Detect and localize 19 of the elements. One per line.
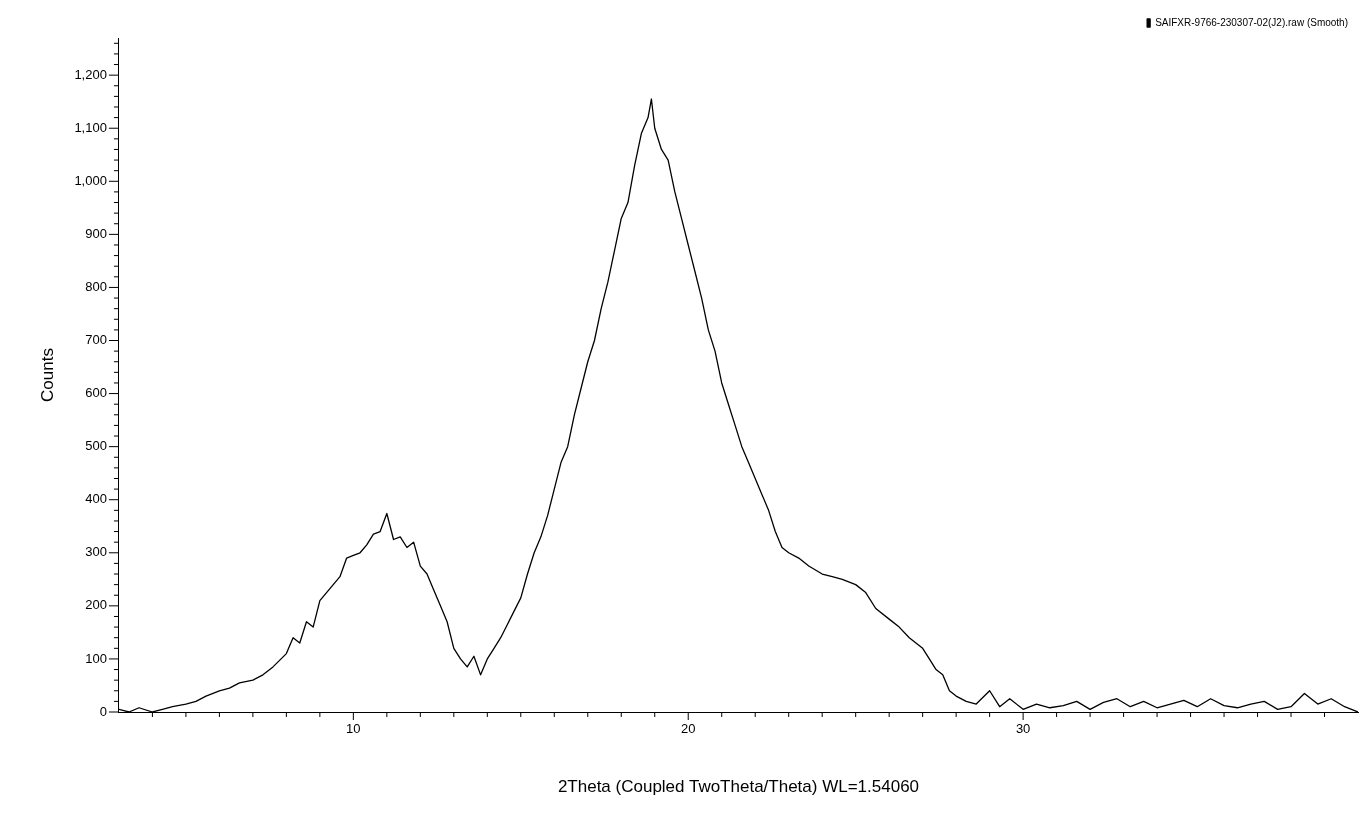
y-tick-label: 300	[85, 544, 107, 560]
y-tick-label: 0	[99, 703, 107, 719]
x-tick-label: 20	[681, 721, 696, 737]
y-tick-label: 1,200	[74, 66, 107, 82]
y-tick-label: 100	[85, 650, 107, 666]
y-tick-label: 200	[85, 597, 107, 613]
x-axis-title: 2Theta (Coupled TwoTheta/Theta) WL=1.54060	[557, 777, 920, 797]
legend-label: SAIFXR-9766-230307-02(J2).raw (Smooth)	[1155, 16, 1349, 28]
y-axis-title: Counts	[37, 348, 57, 402]
x-tick-label: 10	[346, 721, 361, 737]
y-tick-label: 700	[85, 332, 107, 348]
y-tick-label: 500	[85, 438, 107, 454]
x-tick-label: 30	[1015, 721, 1031, 737]
y-tick-label: 1,000	[74, 172, 107, 188]
y-tick-label: 600	[85, 385, 107, 401]
y-tick-label: 400	[85, 491, 107, 507]
y-tick-label: 1,100	[74, 119, 107, 135]
y-tick-label: 800	[85, 279, 107, 295]
y-tick-label: 900	[85, 225, 107, 241]
